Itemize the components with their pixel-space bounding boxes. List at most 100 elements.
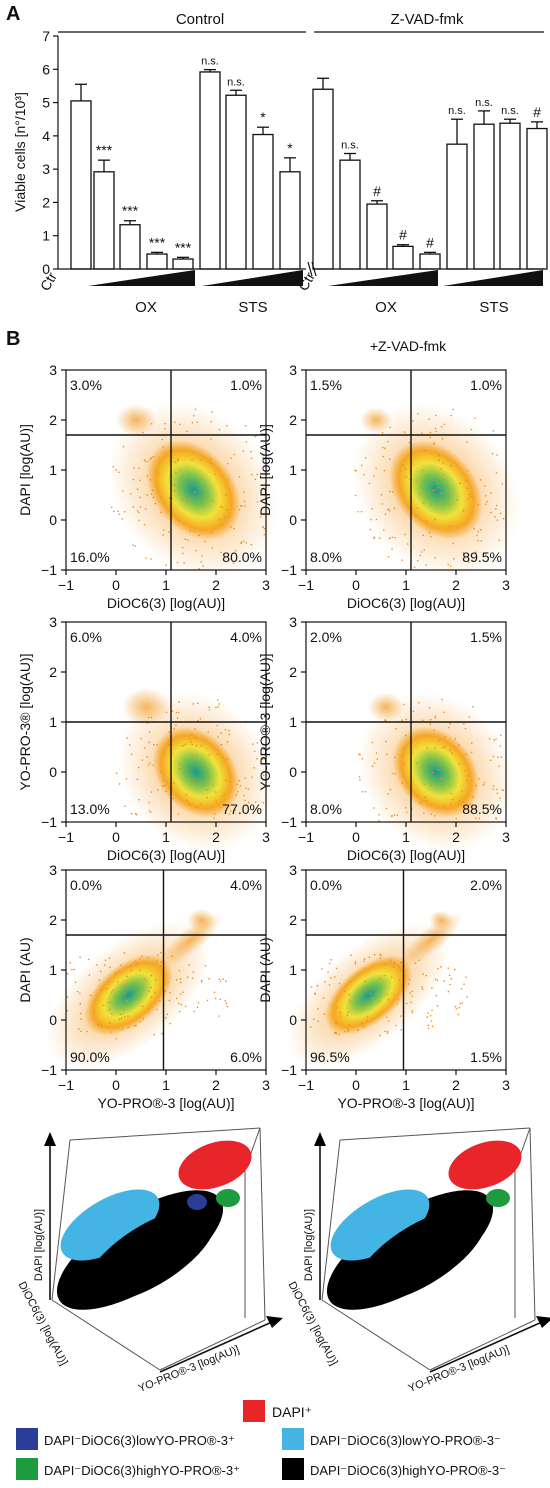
event-dot [420,551,423,553]
event-dot [437,486,440,489]
event-dot [123,983,126,986]
event-dot [152,496,155,499]
event-dot [164,427,166,430]
event-dot [386,993,389,996]
cloud-high-neg-core [84,1207,216,1303]
event-dot [438,739,440,742]
event-dot [464,727,467,730]
event-dot [383,447,386,450]
x-axis-label: DiOC6(3) [log(AU)] [107,595,225,611]
cloud-high-neg-core [354,1207,486,1303]
event-dot [463,983,465,985]
event-dot [401,719,403,721]
event-dot [410,1001,412,1004]
event-dot [238,779,241,782]
y-tick-label: −1 [281,562,297,578]
event-dot [178,767,181,770]
bar [419,253,441,270]
event-dot [157,954,159,956]
event-dot [486,500,488,503]
event-dot [360,510,363,513]
event-dot [454,1005,457,1008]
quadrant-percent: 2.0% [310,629,342,645]
event-dot [146,494,148,496]
event-dot [424,449,426,452]
x-tick-label: 1 [402,577,410,593]
event-dot [402,754,404,757]
3d-box-edge [159,1319,266,1371]
sts-label-control: STS [238,299,267,316]
quadrant-percent: 0.0% [70,877,102,893]
y-tick-label: 1 [289,962,297,978]
event-dot [317,1020,319,1023]
bar [252,133,274,270]
event-dot [403,762,405,765]
bar-y-axis: 0 1 2 3 4 5 6 7 [42,28,59,277]
event-dot [421,988,424,990]
event-dot [254,435,257,438]
event-dot [385,740,387,743]
y-tick-label: 2 [289,664,297,680]
event-dot [127,1015,129,1017]
event-dot [440,764,442,766]
event-dot [405,475,408,478]
event-dot [433,441,436,444]
event-dot [387,1020,390,1022]
event-dot [451,752,453,754]
event-dot [108,1001,110,1004]
event-dot [361,1022,363,1024]
event-dot [455,1007,458,1010]
event-dot [475,784,478,787]
event-dot [416,559,419,562]
event-dot [216,753,218,756]
3d-box-edge [51,1139,71,1301]
event-dot [235,794,238,796]
event-dot [152,743,155,746]
event-dot [232,562,235,564]
event-dot [110,1031,112,1033]
event-dot [191,458,193,461]
event-dot [426,1016,428,1018]
event-dot [400,961,403,964]
event-dot [413,566,416,569]
3d-box-edge [321,1299,431,1371]
event-dot [250,543,253,546]
event-dot [141,955,143,958]
event-dot [178,423,181,426]
event-dot [399,969,402,972]
event-dot [428,493,431,495]
bar-y-tick-label: 5 [42,95,50,111]
event-dot [385,807,388,810]
event-dot [215,791,217,793]
event-dot [440,966,442,968]
event-dot [143,459,146,461]
event-dot [207,777,209,780]
event-dot [391,548,393,550]
ox-label-zvad: OX [375,299,397,316]
event-dot [213,991,216,994]
event-dot [226,740,229,743]
event-dot [379,1034,381,1037]
event-dot [477,504,480,506]
event-dot [135,963,137,966]
event-dot [382,455,385,458]
x-tick-label: 1 [162,577,170,593]
quadrant-percent: 8.0% [310,549,342,565]
event-dot [136,488,139,491]
legend-swatch-high-yopro-pos [16,1458,38,1480]
event-dot [346,1030,349,1032]
event-dot [192,971,195,973]
event-dot [347,1028,349,1031]
event-dot [388,509,391,512]
event-dot [224,779,227,782]
event-dot [317,1008,319,1010]
event-dot [386,1030,389,1033]
event-dot [401,559,403,561]
event-dot [354,494,357,497]
y-tick-label: 1 [49,962,57,978]
cloud-low-neg [330,1189,430,1261]
event-dot [462,800,465,803]
event-dot [197,702,199,705]
significance-label: *** [122,203,139,219]
event-dot [245,542,248,544]
